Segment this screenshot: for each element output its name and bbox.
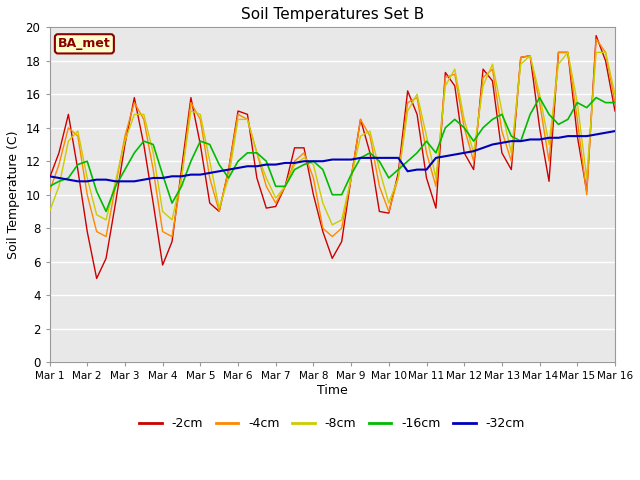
- Title: Soil Temperatures Set B: Soil Temperatures Set B: [241, 7, 424, 22]
- X-axis label: Time: Time: [317, 384, 348, 397]
- Legend: -2cm, -4cm, -8cm, -16cm, -32cm: -2cm, -4cm, -8cm, -16cm, -32cm: [134, 412, 530, 435]
- Text: BA_met: BA_met: [58, 37, 111, 50]
- Y-axis label: Soil Temperature (C): Soil Temperature (C): [7, 131, 20, 259]
